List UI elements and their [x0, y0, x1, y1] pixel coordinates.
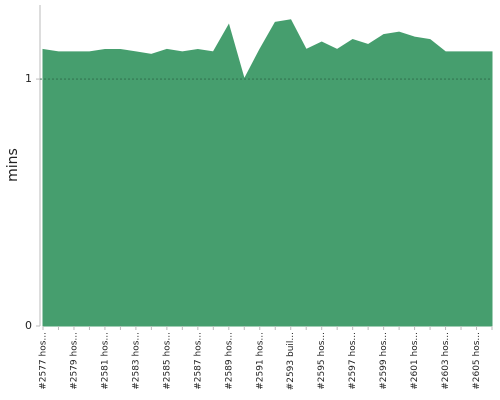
x-tick-label: #2589 hos... — [224, 332, 234, 390]
y-tick-label: 1 — [25, 72, 32, 85]
area — [42, 19, 493, 327]
x-tick-label: #2599 hos... — [379, 332, 389, 390]
x-tick-label: #2581 hos... — [100, 332, 110, 390]
y-axis-label: mins — [5, 148, 21, 182]
x-tick-label: #2577 hos... — [39, 332, 49, 390]
x-tick-label: #2593 buil... — [286, 332, 296, 390]
x-tick-label: #2591 hos... — [255, 332, 265, 390]
x-tick-label: #2603 hos... — [441, 332, 451, 390]
x-tick-label: #2595 hos... — [317, 332, 327, 390]
y-tick-label: 0 — [25, 319, 32, 332]
x-tick-label: #2583 hos... — [131, 332, 141, 390]
x-tick-label: #2587 hos... — [193, 332, 203, 390]
x-tick-label: #2579 hos... — [69, 332, 79, 390]
x-tick-label: #2597 hos... — [348, 332, 358, 390]
x-tick-label: #2605 hos... — [472, 332, 482, 390]
x-tick-label: #2585 hos... — [162, 332, 172, 390]
x-tick-label: #2601 hos... — [410, 332, 420, 390]
